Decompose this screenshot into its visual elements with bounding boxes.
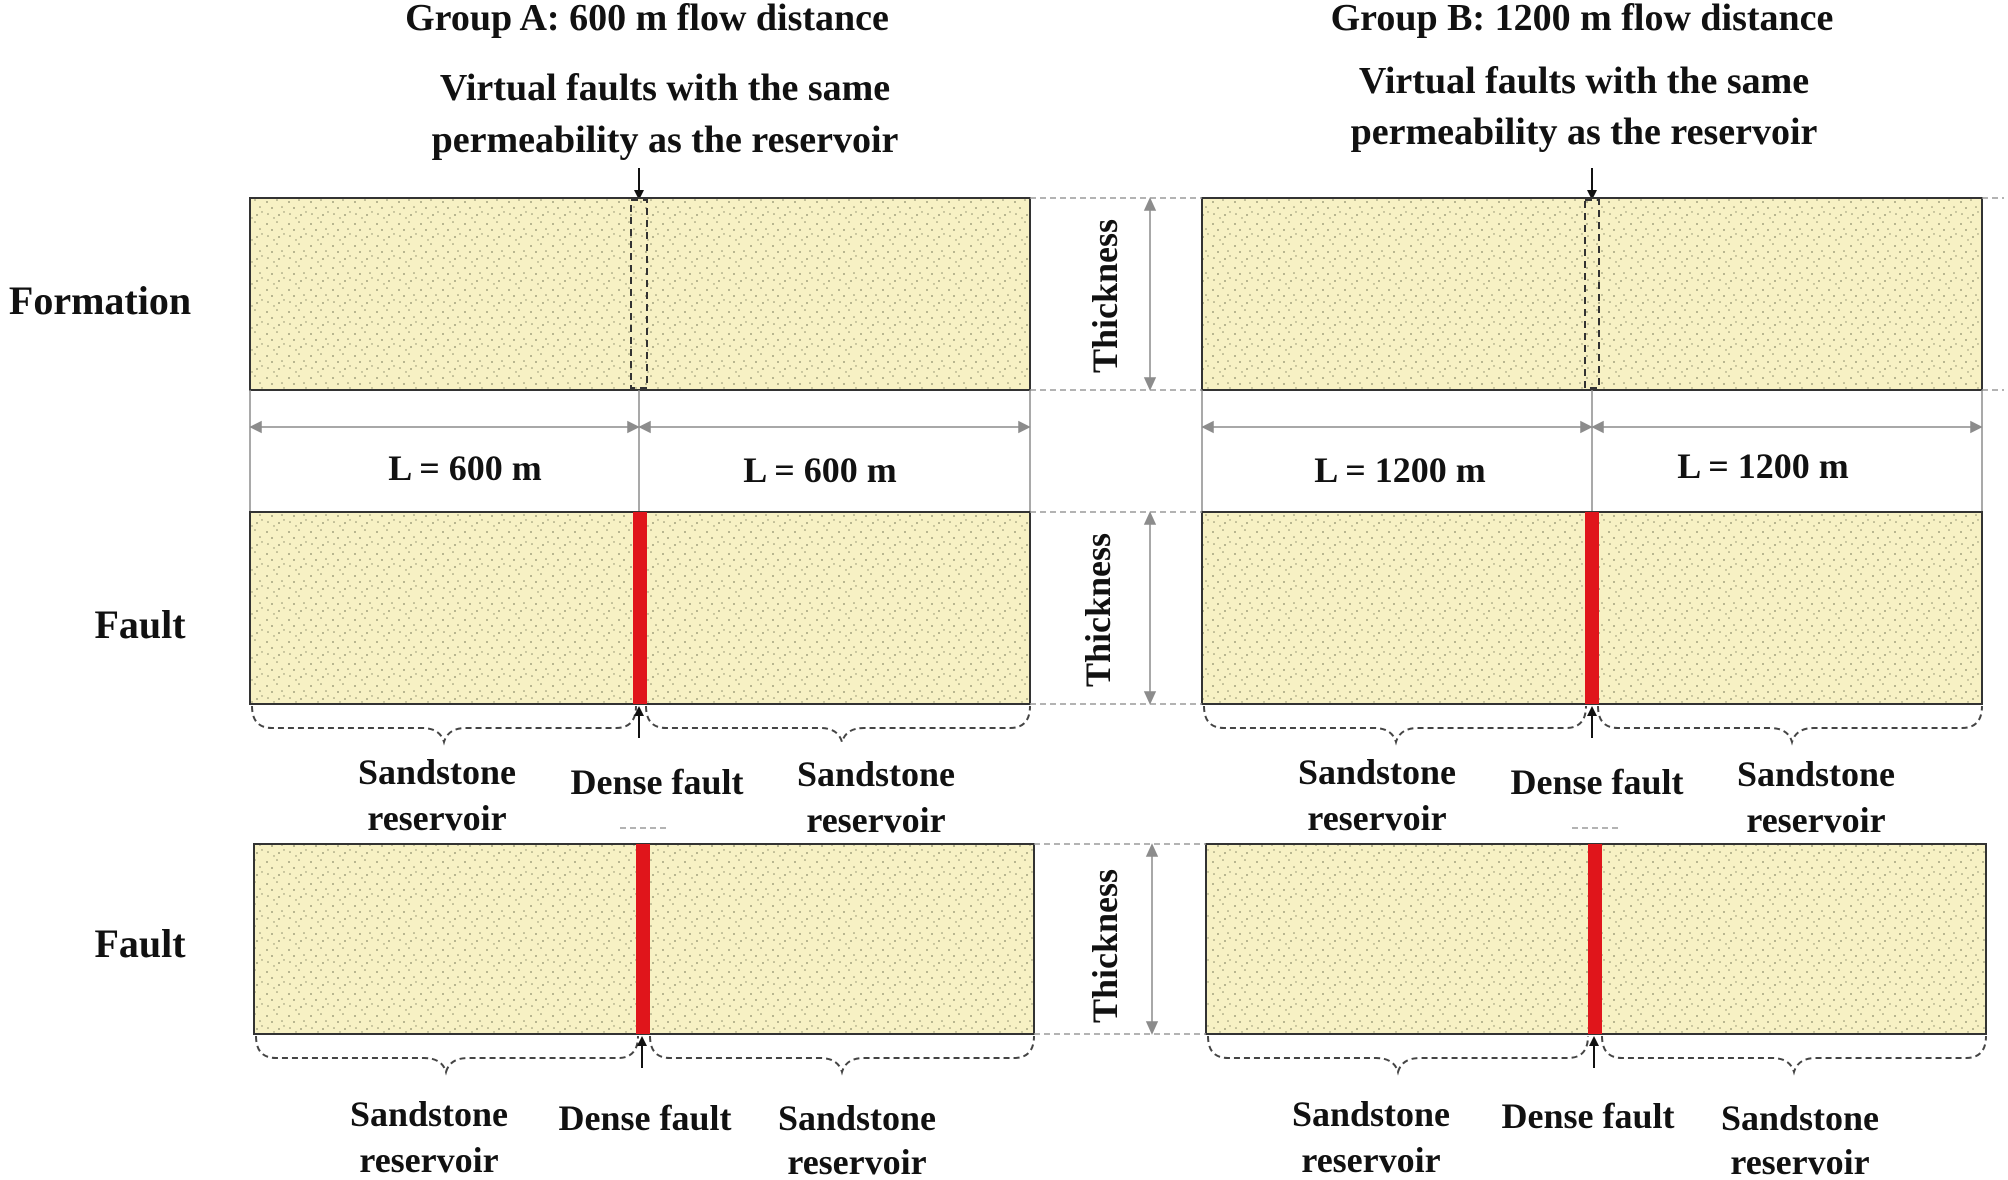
- braces-row2: [251, 705, 1983, 746]
- dense-fault-a-row2-label: Dense fault: [571, 762, 744, 802]
- group-b-title: Group B: 1200 m flow distance: [1331, 0, 1834, 39]
- virtual-fault-arrow-a: [634, 168, 644, 200]
- extension-lines-row2: [1030, 511, 1202, 705]
- sandstone-a-left-row3-line2: reservoir: [359, 1140, 498, 1180]
- virtual-fault-arrow-b: [1587, 168, 1597, 200]
- thickness-dimension-row1: [1143, 197, 1157, 391]
- thickness-dimension-row2: [1143, 511, 1157, 705]
- sandstone-a-right-row3-line1: Sandstone: [778, 1098, 936, 1138]
- braces-row3: [255, 1035, 1987, 1076]
- dense-fault-arrows-row3: [637, 1036, 1599, 1068]
- sandstone-a-right-row3-line2: reservoir: [787, 1142, 926, 1180]
- length-label-b-right: L = 1200 m: [1677, 446, 1849, 486]
- dense-fault-a-row3-label: Dense fault: [559, 1098, 732, 1138]
- extension-lines-row3: [620, 827, 1620, 1035]
- group-a-title: Group A: 600 m flow distance: [405, 0, 889, 39]
- dense-fault-b-row2: [1585, 512, 1599, 704]
- length-label-a-right: L = 600 m: [743, 450, 897, 490]
- formation-block-b: [1201, 197, 1983, 391]
- row-label-fault-1: Fault: [94, 602, 186, 647]
- group-a-virtual-fault-line2: permeability as the reservoir: [432, 119, 899, 161]
- sandstone-a-left-row2-line1: Sandstone: [358, 752, 516, 792]
- group-a-virtual-fault-line1: Virtual faults with the same: [440, 67, 890, 109]
- formation-block-a: [249, 197, 1031, 391]
- sandstone-b-right-row3-line2: reservoir: [1730, 1142, 1869, 1180]
- dense-fault-a-row3: [636, 844, 650, 1034]
- sandstone-b-left-row2-line2: reservoir: [1307, 798, 1446, 838]
- extension-lines-row1: [1030, 197, 2004, 391]
- dense-fault-a-row2: [633, 512, 647, 704]
- dense-fault-arrows-row2: [634, 706, 1597, 738]
- virtual-fault-b: [1584, 199, 1600, 389]
- thickness-dimension-row3: [1145, 843, 1159, 1035]
- group-b-virtual-fault-line2: permeability as the reservoir: [1351, 111, 1818, 153]
- row-label-formation: Formation: [9, 278, 191, 323]
- length-label-b-left: L = 1200 m: [1314, 450, 1486, 490]
- sandstone-a-right-row2-line2: reservoir: [806, 800, 945, 840]
- length-dimension-b: [1201, 390, 1983, 512]
- sandstone-a-left-row2-line2: reservoir: [367, 798, 506, 838]
- thickness-label-row2: Thickness: [1078, 533, 1118, 687]
- thickness-label-row3: Thickness: [1085, 869, 1125, 1023]
- sandstone-b-left-row2-line1: Sandstone: [1298, 752, 1456, 792]
- length-label-a-left: L = 600 m: [388, 448, 542, 488]
- dense-fault-b-row3: [1588, 844, 1602, 1034]
- virtual-fault-a: [630, 199, 648, 389]
- group-b-virtual-fault-line1: Virtual faults with the same: [1359, 60, 1809, 102]
- sandstone-b-right-row2-line2: reservoir: [1746, 800, 1885, 840]
- row-label-fault-2: Fault: [94, 921, 186, 966]
- sandstone-b-right-row2-line1: Sandstone: [1737, 754, 1895, 794]
- sandstone-b-left-row3-line1: Sandstone: [1292, 1094, 1450, 1134]
- dense-fault-b-row2-label: Dense fault: [1511, 762, 1684, 802]
- length-dimension-a: [249, 390, 1031, 512]
- sandstone-b-left-row3-line2: reservoir: [1301, 1140, 1440, 1180]
- dense-fault-b-row3-label: Dense fault: [1502, 1096, 1675, 1136]
- sandstone-b-right-row3-line1: Sandstone: [1721, 1098, 1879, 1138]
- sandstone-a-right-row2-line1: Sandstone: [797, 754, 955, 794]
- sandstone-a-left-row3-line1: Sandstone: [350, 1094, 508, 1134]
- thickness-label-row1: Thickness: [1085, 219, 1125, 373]
